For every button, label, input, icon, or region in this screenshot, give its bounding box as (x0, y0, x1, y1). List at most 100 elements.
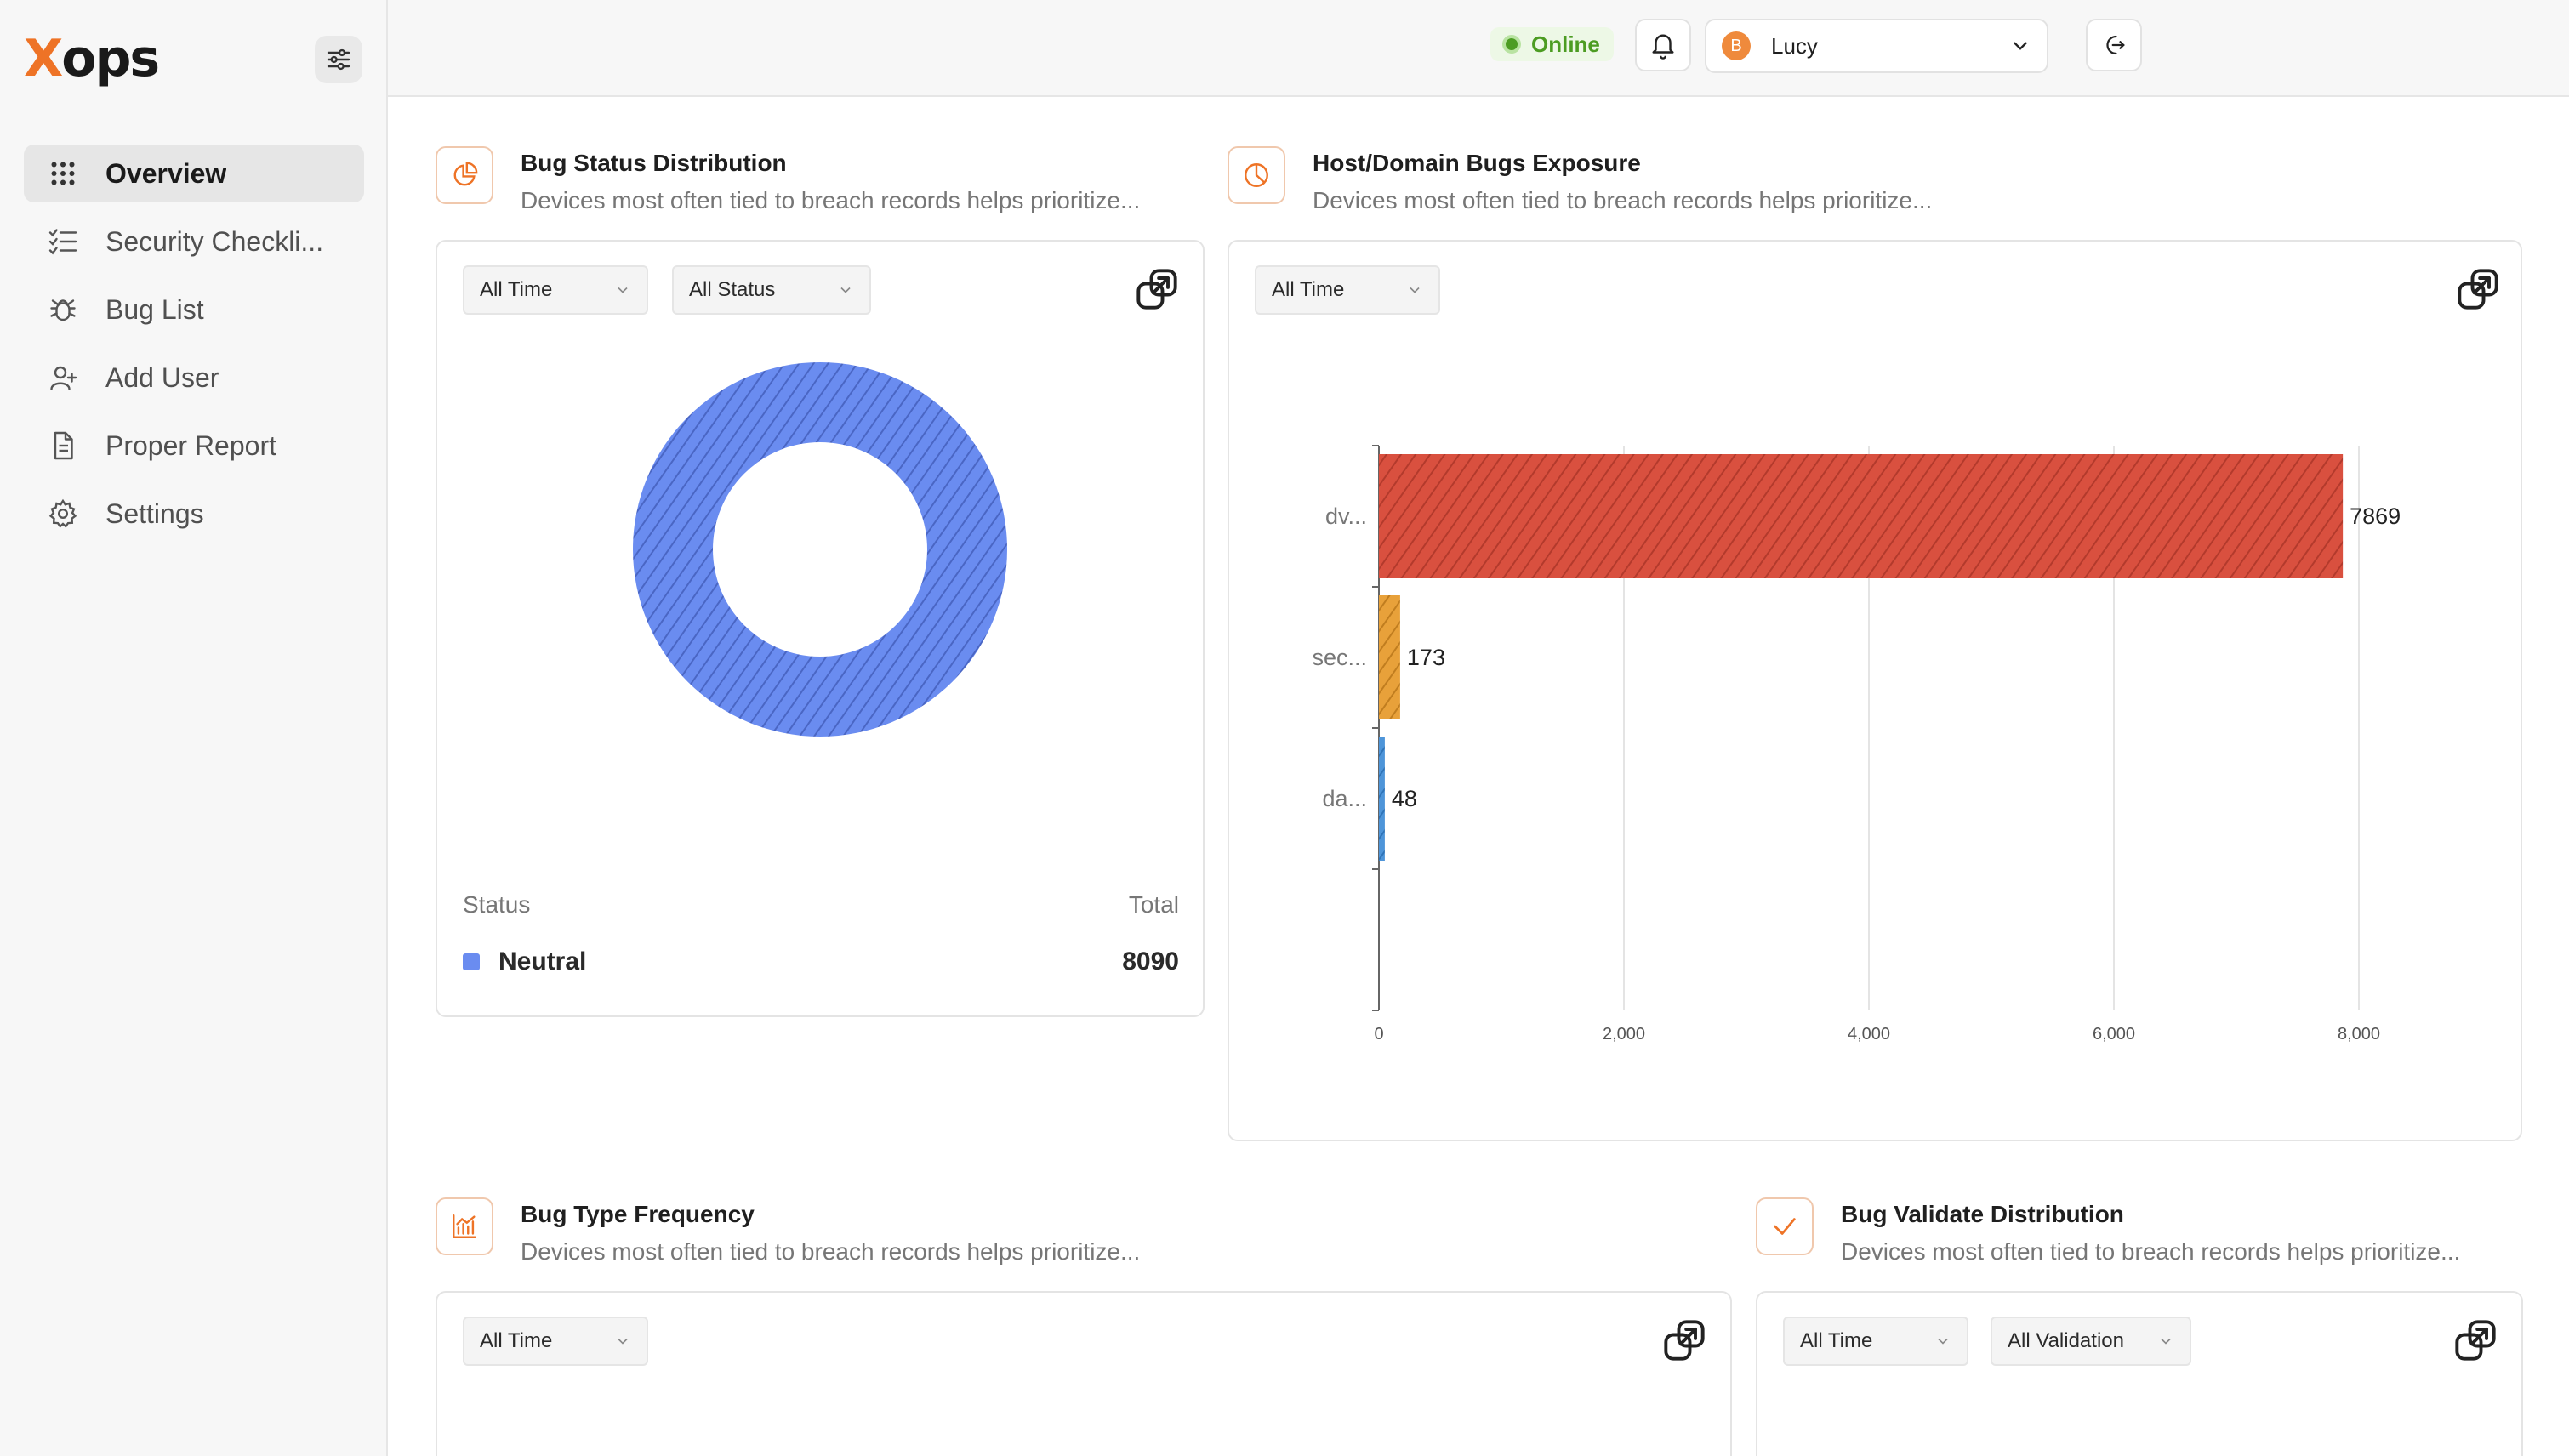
logout-button[interactable] (2086, 19, 2142, 71)
sidebar-item-label: Security Checkli... (105, 225, 324, 257)
expand-link-icon (2455, 1320, 2496, 1361)
section-subtitle: Devices most often tied to breach record… (521, 187, 1141, 213)
section-subtitle: Devices most often tied to breach record… (1841, 1238, 2461, 1265)
status-dot-icon (1502, 35, 1521, 54)
sidebar-item-label: Settings (105, 498, 204, 529)
section-icon (1756, 1197, 1814, 1255)
user-menu[interactable]: B Lucy (1705, 19, 2048, 73)
x-tick-label: 6,000 (2093, 1025, 2135, 1044)
grid-icon (46, 156, 80, 191)
legend-swatch (463, 953, 480, 970)
sidebar-nav: Overview Security Checkli... (24, 145, 364, 553)
sidebar-item-security-checklist[interactable]: Security Checkli... (24, 213, 364, 270)
x-tick-label: 2,000 (1603, 1025, 1645, 1044)
y-tick-label: sec... (1312, 645, 1367, 670)
sidebar-item-proper-report[interactable]: Proper Report (24, 417, 364, 475)
bar-value-label: 7869 (2350, 503, 2401, 529)
bug-validate-card: All Time All Validation (1756, 1291, 2523, 1456)
donut-slice-neutral[interactable] (633, 362, 1007, 737)
x-tick-label: 0 (1374, 1025, 1383, 1044)
bar[interactable] (1379, 737, 1385, 861)
host-domain-card: All Time 0 2,000 4,000 6,000 8,000 7869 dv... 1… (1228, 240, 2522, 1141)
bar[interactable] (1379, 454, 2344, 578)
expand-button[interactable] (1135, 267, 1179, 311)
dropdown-value: All Time (480, 278, 553, 301)
sliders-icon (327, 48, 350, 71)
legend-status-header: Status (463, 891, 531, 918)
dropdown-value: All Status (689, 278, 776, 301)
bar-chart-marks: 0 2,000 4,000 6,000 8,000 7869 dv... 173 sec... 4… (1312, 445, 2401, 1044)
x-tick-label: 8,000 (2338, 1025, 2380, 1044)
section-title: Bug Status Distribution (521, 150, 787, 176)
bar-value-label: 48 (1392, 786, 1417, 811)
bug-status-header: Bug Status Distribution Devices most oft… (436, 146, 1140, 214)
bug-status-card: All Time All Status Status Total Neutral… (436, 240, 1205, 1017)
sidebar-item-bug-list[interactable]: Bug List (24, 281, 364, 338)
time-filter-dropdown[interactable]: All Time (463, 265, 648, 315)
bug-validate-header: Bug Validate Distribution Devices most o… (1756, 1197, 2460, 1265)
sidebar-settings-button[interactable] (315, 36, 362, 83)
section-icon (436, 1197, 493, 1255)
sidebar: Xops Overview (0, 0, 388, 1456)
section-subtitle: Devices most often tied to breach record… (521, 1238, 1141, 1265)
section-icon (1228, 146, 1285, 204)
sidebar-item-label: Overview (105, 157, 227, 189)
bell-icon (1652, 34, 1674, 60)
section-subtitle: Devices most often tied to breach record… (1313, 187, 1933, 213)
expand-button[interactable] (1662, 1318, 1706, 1362)
time-filter-dropdown[interactable]: All Time (1255, 265, 1440, 315)
sidebar-item-label: Add User (105, 361, 219, 393)
bar-chart: 0 2,000 4,000 6,000 8,000 7869 dv... 173 sec... 4… (1312, 445, 2401, 1044)
expand-link-icon (1664, 1320, 1705, 1361)
sidebar-item-label: Proper Report (105, 429, 276, 461)
bug-type-card: All Time (436, 1291, 1732, 1456)
chevron-down-icon (1410, 287, 1420, 293)
legend-total-value: 8090 (1122, 947, 1179, 975)
time-filter-dropdown[interactable]: All Time (1783, 1317, 1968, 1366)
section-title: Bug Type Frequency (521, 1201, 755, 1227)
section-title: Bug Validate Distribution (1841, 1201, 2124, 1227)
dropdown-value: All Time (1272, 278, 1345, 301)
bar-chart-icon (453, 1214, 476, 1238)
pie-chart-icon (453, 162, 478, 186)
chevron-down-icon (840, 287, 851, 293)
top-bar (388, 0, 2569, 97)
sidebar-item-overview[interactable]: Overview (24, 145, 364, 202)
status-badge: Online (1490, 27, 1614, 61)
y-tick-label: dv... (1325, 503, 1367, 529)
expand-button[interactable] (2453, 1318, 2498, 1362)
dropdown-value: All Time (1800, 1329, 1873, 1352)
add-user-icon (46, 361, 80, 395)
chevron-down-icon (2161, 1338, 2171, 1345)
notifications-button[interactable] (1635, 19, 1691, 71)
y-tick-label: da... (1322, 786, 1367, 811)
dropdown-value: All Time (480, 1329, 553, 1352)
gear-icon (46, 497, 80, 531)
user-name: Lucy (1771, 32, 1818, 59)
expand-link-icon (2458, 269, 2498, 310)
expand-button[interactable] (2456, 267, 2500, 311)
x-tick-label: 4,000 (1848, 1025, 1890, 1044)
checkmark-icon (1774, 1218, 1796, 1235)
app-logo[interactable]: Xops (24, 29, 160, 88)
donut-slices (633, 362, 1007, 737)
status-label: Online (1531, 31, 1600, 57)
validation-filter-dropdown[interactable]: All Validation (1991, 1317, 2191, 1366)
donut-chart (633, 362, 1007, 737)
bug-icon (46, 293, 80, 327)
chevron-down-icon (618, 1338, 628, 1345)
sidebar-item-label: Bug List (105, 293, 204, 325)
dropdown-value: All Validation (2008, 1329, 2124, 1352)
chevron-down-icon (2014, 42, 2027, 50)
status-filter-dropdown[interactable]: All Status (672, 265, 871, 315)
section-title: Host/Domain Bugs Exposure (1313, 150, 1641, 176)
checklist-icon (46, 225, 80, 259)
bar[interactable] (1379, 595, 1400, 719)
sidebar-item-settings[interactable]: Settings (24, 485, 364, 543)
sidebar-item-add-user[interactable]: Add User (24, 349, 364, 407)
avatar: B (1722, 31, 1751, 60)
bar-value-label: 173 (1407, 645, 1445, 670)
legend-value: 8090 (1122, 947, 1179, 976)
time-filter-dropdown[interactable]: All Time (463, 1317, 648, 1366)
logout-icon (2106, 35, 2125, 55)
